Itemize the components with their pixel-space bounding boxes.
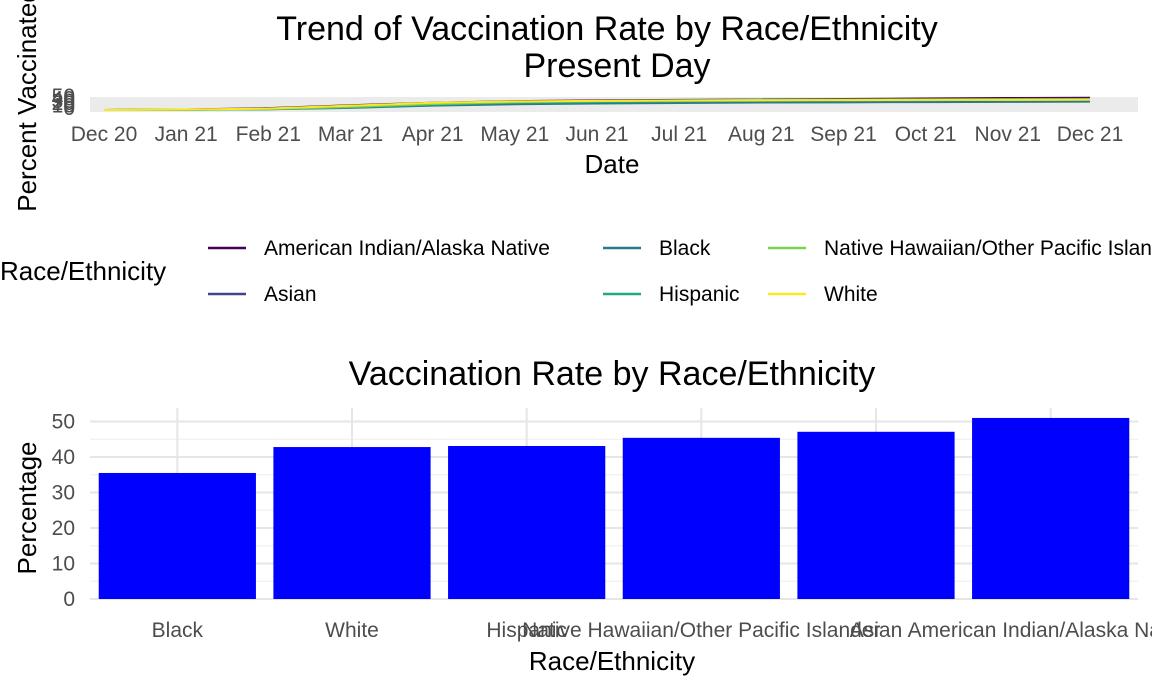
legend-item: Native Hawaiian/Other Pacific Islander xyxy=(768,237,1152,260)
trend-x-tick-label: Oct 21 xyxy=(895,123,957,146)
bar xyxy=(98,472,256,599)
trend-x-tick-label: May 21 xyxy=(480,123,549,146)
trend-y-tick-label: 10 xyxy=(52,95,75,118)
legend-item: White xyxy=(768,283,878,306)
trend-y-tick-label: 50 xyxy=(52,85,75,108)
legend-item: Hispanic xyxy=(603,283,740,306)
trend-y-tick-label: 0 xyxy=(63,97,75,120)
trend-y-axis-title: Percent Vaccinated xyxy=(12,0,42,212)
trend-series-group xyxy=(103,96,1091,111)
trend-y-tick-label: 20 xyxy=(52,92,75,115)
bar-x-tick-label: Hispanic xyxy=(486,619,567,642)
bar-y-tick-label: 10 xyxy=(52,553,75,576)
legend-item: American Indian/Alaska Native xyxy=(208,237,550,260)
trend-x-tick-label: Aug 21 xyxy=(728,123,795,146)
trend-y-tick-label: 30 xyxy=(52,90,75,113)
trend-x-tick-label: Nov 21 xyxy=(975,123,1042,146)
legend-item: Asian xyxy=(208,283,317,306)
bar-x-tick-label: Black xyxy=(152,619,204,642)
bar-y-tick-label: 40 xyxy=(52,446,75,469)
bar xyxy=(797,431,955,599)
trend-x-tick-labels: Dec 20 Jan 21 Feb 21 Mar 21 Apr 21 May 21 Jun … xyxy=(71,123,1124,146)
bar-series xyxy=(98,417,1130,599)
legend-label: American Indian/Alaska Native xyxy=(264,237,550,260)
trend-x-axis-title: Date xyxy=(585,149,640,179)
legend-title: Race/Ethnicity xyxy=(0,256,166,286)
trend-legend: Race/Ethnicity American Indian/Alaska Na… xyxy=(0,237,1152,306)
bar-x-tick-label: American Indian/Alaska Native xyxy=(908,619,1152,642)
bar-x-tick-label: White xyxy=(325,619,379,642)
legend-items: American Indian/Alaska Native Asian Black H… xyxy=(208,237,1152,306)
trend-x-tick-label: Dec 20 xyxy=(71,123,138,146)
trend-x-tick-label: Jun 21 xyxy=(565,123,628,146)
bar-x-tick-label: Asian xyxy=(850,619,903,642)
bar-y-tick-label: 0 xyxy=(63,588,75,611)
bar xyxy=(448,445,606,599)
bar xyxy=(273,447,431,599)
trend-chart-title: Trend of Vaccination Rate by Race/Ethnic… xyxy=(276,10,937,48)
trend-x-tick-label: Feb 21 xyxy=(236,123,301,146)
legend-label: Hispanic xyxy=(659,283,740,306)
bar xyxy=(972,417,1130,599)
trend-x-tick-label: Jan 21 xyxy=(155,123,218,146)
legend-label: Native Hawaiian/Other Pacific Islander xyxy=(824,237,1152,260)
trend-x-tick-label: Apr 21 xyxy=(402,123,464,146)
legend-label: White xyxy=(824,283,878,306)
trend-x-tick-label: Jul 21 xyxy=(651,123,707,146)
bar-y-tick-label: 50 xyxy=(52,411,75,434)
bar-chart-title: Vaccination Rate by Race/Ethnicity xyxy=(349,355,876,393)
trend-y-tick-label: 40 xyxy=(52,87,75,110)
bar-y-tick-label: 20 xyxy=(52,517,75,540)
bar-y-tick-label: 30 xyxy=(52,482,75,505)
trend-x-tick-label: Dec 21 xyxy=(1057,123,1124,146)
legend-label: Black xyxy=(659,237,711,260)
bar-y-axis-title: Percentage xyxy=(12,442,42,575)
trend-chart: Trend of Vaccination Rate by Race/Ethnic… xyxy=(0,0,1152,306)
legend-item: Black xyxy=(603,237,711,260)
trend-chart-subtitle: Present Day xyxy=(523,47,710,85)
bar xyxy=(622,437,780,599)
trend-x-tick-label: Mar 21 xyxy=(318,123,383,146)
bar-x-axis-title: Race/Ethnicity xyxy=(529,646,695,676)
bar-chart: Vaccination Rate by Race/Ethnicity 0 10 20… xyxy=(12,355,1152,676)
trend-series-line xyxy=(103,98,1091,111)
bar-y-tick-labels: 0 10 20 30 40 50 xyxy=(52,411,75,612)
legend-label: Asian xyxy=(264,283,317,306)
bar-x-tick-label: Native Hawaiian/Other Pacific Islander xyxy=(522,619,880,642)
trend-x-tick-label: Sep 21 xyxy=(810,123,877,146)
